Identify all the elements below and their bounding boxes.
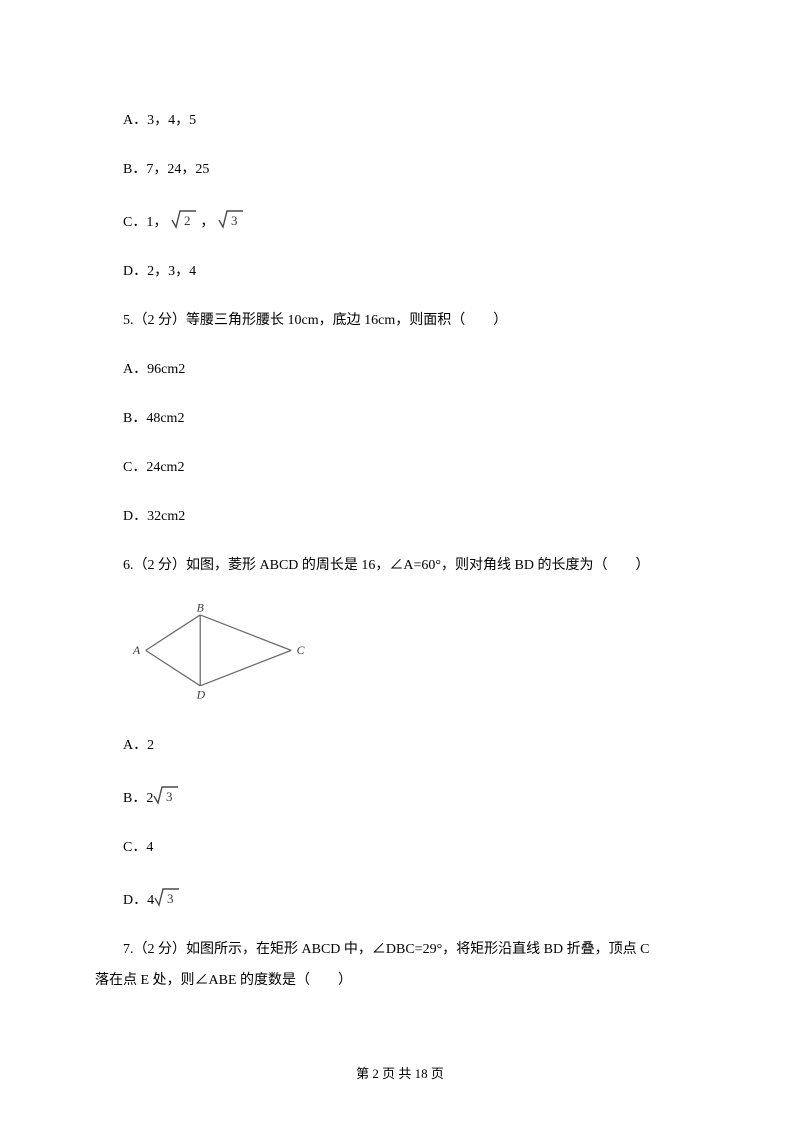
q5-option-c: C．24cm2 (95, 457, 705, 478)
page-content: A．3，4，5 B．7，24，25 C．1， 2 ， 3 D．2，3，4 5.（… (0, 0, 800, 991)
q6-stem: 6.（2 分）如图，菱形 ABCD 的周长是 16，∠A=60°，则对角线 BD… (95, 555, 705, 576)
q5-option-d: D．32cm2 (95, 506, 705, 527)
q4-option-d: D．2，3，4 (95, 261, 705, 282)
q4-option-c: C．1， 2 ， 3 (95, 208, 705, 233)
q4-option-b: B．7，24，25 (95, 159, 705, 180)
q4-optc-prefix: C．1， (123, 215, 167, 230)
page-footer: 第 2 页 共 18 页 (0, 1063, 800, 1082)
svg-text:B: B (197, 604, 204, 614)
sqrt3-icon: 3 (153, 784, 179, 806)
svg-text:3: 3 (231, 213, 238, 228)
q6-option-d: D．4 3 (95, 886, 705, 911)
sqrt2-icon: 2 (171, 208, 197, 230)
q6-option-c: C．4 (95, 837, 705, 858)
svg-text:C: C (297, 643, 305, 657)
rhombus-diagram: A B C D (125, 604, 320, 704)
q6-option-b: B．2 3 (95, 784, 705, 809)
q6-optb-prefix: B．2 (123, 791, 153, 806)
sqrt3-icon: 3 (154, 886, 180, 908)
sqrt3-icon: 3 (218, 208, 244, 230)
q6-option-a: A．2 (95, 735, 705, 756)
svg-text:2: 2 (184, 213, 191, 228)
q5-stem: 5.（2 分）等腰三角形腰长 10cm，底边 16cm，则面积（ ） (95, 310, 705, 331)
q6-diagram: A B C D (125, 604, 705, 711)
q5-option-b: B．48cm2 (95, 408, 705, 429)
q5-option-a: A．96cm2 (95, 359, 705, 380)
q7-stem-line2: 落在点 E 处，则∠ABE 的度数是（ ） (95, 970, 705, 991)
svg-text:A: A (132, 643, 141, 657)
q4-optc-mid: ， (200, 215, 218, 230)
q4-option-a: A．3，4，5 (95, 110, 705, 131)
svg-text:3: 3 (166, 789, 173, 804)
svg-text:D: D (196, 688, 206, 702)
q6-optd-prefix: D．4 (123, 893, 154, 908)
q7-stem-line1: 7.（2 分）如图所示，在矩形 ABCD 中，∠DBC=29°，将矩形沿直线 B… (95, 939, 705, 960)
svg-text:3: 3 (167, 891, 174, 906)
